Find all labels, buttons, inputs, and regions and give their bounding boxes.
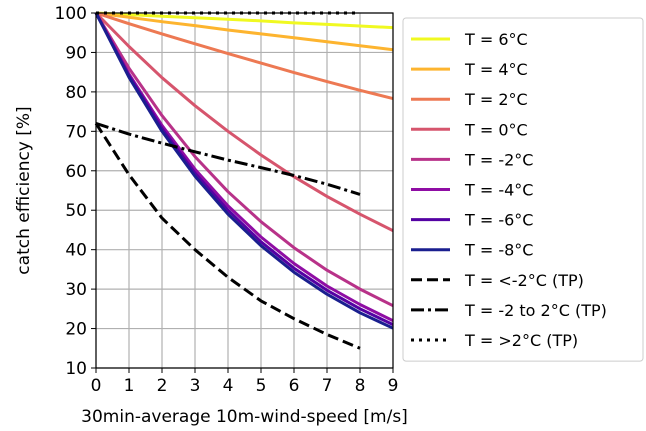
x-tick-label: 3 xyxy=(190,376,201,396)
x-tick-label: 9 xyxy=(388,376,399,396)
plot-lines xyxy=(94,11,394,350)
x-tick-label: 8 xyxy=(355,376,366,396)
y-tick-label: 40 xyxy=(65,241,87,261)
legend: T = 6°C T = 4°C T = 2°C T = 0°C T = -2°C T = … xyxy=(402,17,644,362)
series-line xyxy=(95,11,394,30)
axis-ticks: 0 1 2 3 4 5 6 7 8 9 10 20 30 40 50 60 70 80 90 100 xyxy=(55,4,399,396)
x-tick-label: 7 xyxy=(322,376,333,396)
series-line xyxy=(94,12,394,330)
legend-label: T = >2°C (TP) xyxy=(464,331,578,350)
y-tick-label: 60 xyxy=(65,162,87,182)
x-tick-label: 4 xyxy=(223,376,234,396)
y-tick-label: 20 xyxy=(65,320,87,340)
series-line xyxy=(95,121,361,196)
plot-frame xyxy=(95,12,394,369)
legend-label: T = 2°C xyxy=(464,90,528,109)
x-tick-label: 1 xyxy=(124,376,135,396)
y-tick-label: 90 xyxy=(65,43,87,63)
legend-label: T = 4°C xyxy=(464,60,528,79)
legend-label: T = -4°C xyxy=(464,181,533,200)
y-tick-label: 10 xyxy=(65,359,87,379)
legend-label: T = -6°C xyxy=(464,211,533,230)
y-tick-label: 100 xyxy=(55,4,87,24)
y-tick-label: 30 xyxy=(65,280,87,300)
legend-label: T = 6°C xyxy=(464,30,528,49)
legend-label: T = -8°C xyxy=(464,241,533,260)
legend-label: T = <-2°C (TP) xyxy=(464,271,584,290)
series-line xyxy=(95,11,394,101)
y-tick-label: 80 xyxy=(65,83,87,103)
y-tick-label: 70 xyxy=(65,122,87,142)
series-line xyxy=(94,11,394,233)
legend-box xyxy=(402,17,644,362)
legend-label: T = -2°C xyxy=(464,150,533,169)
x-tick-label: 6 xyxy=(289,376,300,396)
legend-label: T = 0°C xyxy=(464,120,528,139)
series-line xyxy=(95,11,394,52)
x-tick-label: 0 xyxy=(91,376,102,396)
x-tick-label: 5 xyxy=(256,376,267,396)
legend-label: T = -2 to 2°C (TP) xyxy=(464,301,607,320)
x-axis-label: 30min-average 10m-wind-speed [m/s] xyxy=(81,407,408,427)
y-axis-label: catch efficiency [%] xyxy=(14,106,34,274)
series-line xyxy=(94,12,394,308)
series-line xyxy=(94,122,361,350)
x-tick-label: 2 xyxy=(157,376,168,396)
y-tick-label: 50 xyxy=(65,201,87,221)
